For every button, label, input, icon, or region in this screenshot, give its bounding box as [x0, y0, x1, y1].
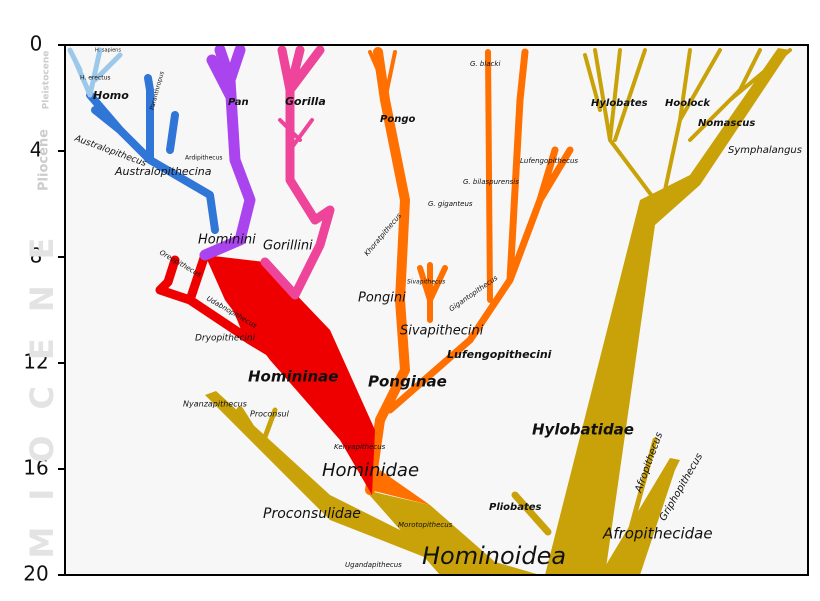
taxon-label: Pongo [380, 114, 415, 125]
taxon-label: Homo [93, 89, 129, 102]
taxon-label: Dryopithecini [195, 334, 256, 344]
taxon-label: Ardipithecus [185, 155, 223, 162]
taxon-label: Pongini [358, 291, 406, 306]
taxon-label: Nyanzapithecus [183, 400, 247, 409]
taxon-label: Morotopithecus [398, 521, 453, 529]
taxon-label: Kenyapithecus [334, 443, 386, 451]
tick-label: 8 [30, 244, 43, 268]
taxon-label: Sivapithecus [407, 279, 445, 286]
taxon-label: Hominini [198, 233, 256, 248]
taxon-label: Lufengopithecus [520, 157, 578, 165]
axis: 0 4 8 12 16 20 Pleistocene Pliocene MIOCENE [23, 32, 65, 586]
taxon-label: Proconsul [250, 410, 290, 419]
taxon-label: Lufengopithecini [447, 348, 552, 361]
taxon-label: Sivapithecini [400, 324, 484, 339]
taxon-label: Gorilla [285, 95, 326, 108]
taxon-label: Proconsulidae [263, 506, 361, 522]
taxon-label: G. giganteus [428, 200, 473, 208]
taxon-label: Gorillini [263, 239, 313, 254]
taxon-label: Symphalangus [728, 145, 802, 156]
taxon-label: Ponginae [368, 373, 447, 391]
taxon-label: Hylobates [591, 98, 648, 109]
taxon-label: Homininae [248, 368, 338, 386]
plot-frame [64, 44, 809, 576]
taxon-label: G. blacki [470, 60, 500, 68]
epoch-label: MIOCENE [23, 212, 61, 559]
branches [67, 44, 792, 575]
tick-label: 0 [30, 32, 43, 56]
taxon-label: Australopithecina [114, 165, 212, 178]
plot-area [65, 45, 808, 575]
taxon-label: H. sapiens [95, 48, 121, 54]
taxon-label: Hoolock [665, 98, 711, 109]
taxon-label: Hominoidea [422, 542, 566, 570]
taxon-label: Afropithecidae [602, 525, 713, 543]
tick-label: 4 [30, 138, 43, 162]
taxon-label: G. bilaspurensis [463, 178, 519, 186]
epoch-label: Pliocene [37, 129, 52, 191]
taxon-label: Pan [228, 97, 249, 108]
tick-label: 12 [23, 350, 48, 374]
taxon-label: H. erectus [80, 75, 111, 82]
tick-label: 20 [23, 562, 48, 586]
epoch-label: Pleistocene [42, 51, 52, 110]
taxon-label: Ugandapithecus [345, 561, 402, 569]
taxon-label: Hylobatidae [532, 421, 634, 439]
taxon-label: Pliobates [489, 502, 542, 513]
tick-label: 16 [23, 456, 48, 480]
taxon-label: Hominidae [322, 460, 419, 481]
taxon-label: Nomascus [698, 118, 755, 129]
